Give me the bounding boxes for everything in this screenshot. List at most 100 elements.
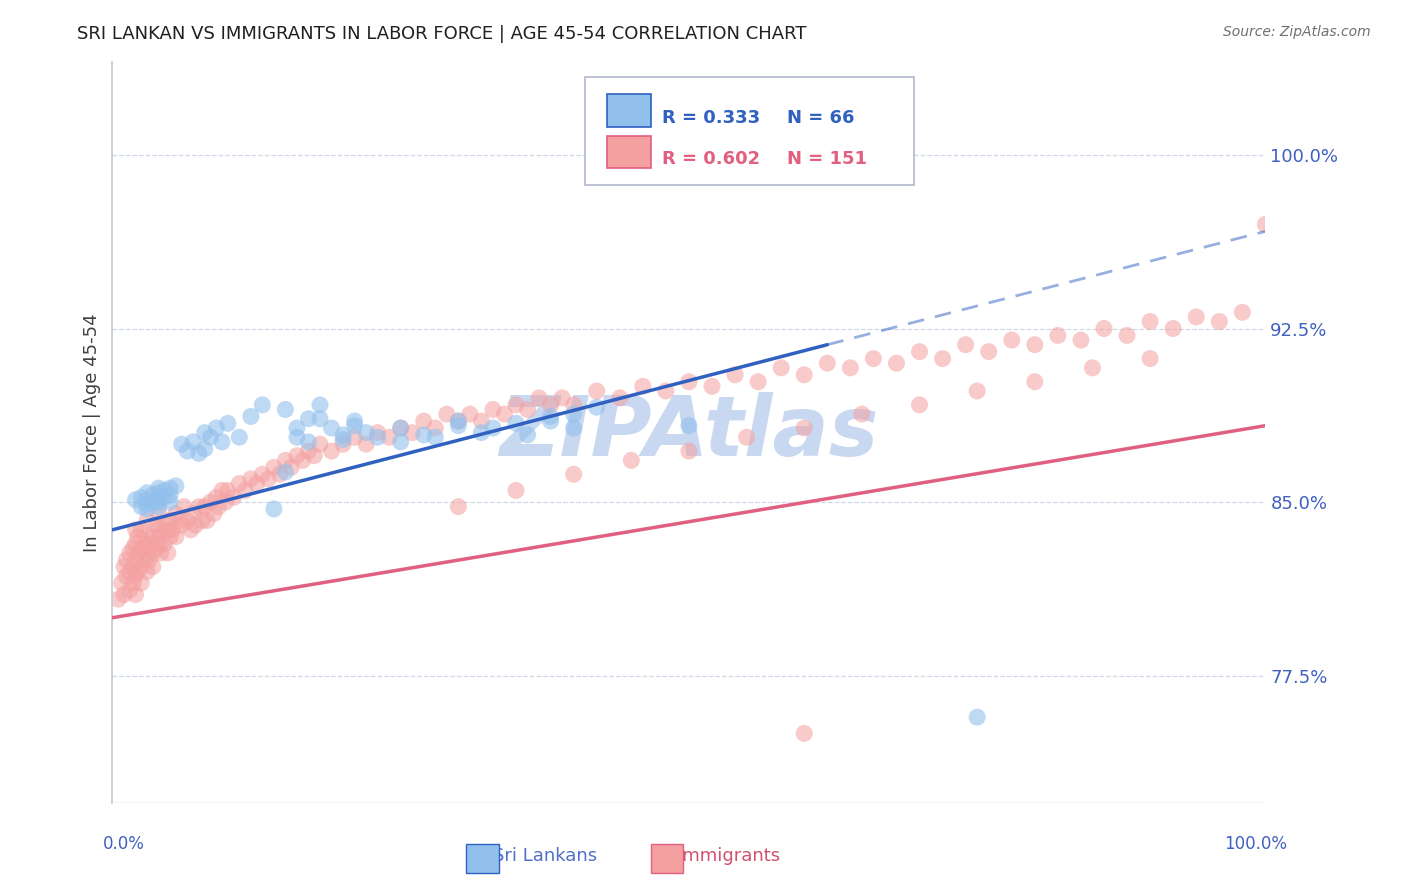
Point (354, 425, 377, 440)
Point (585, 400, 607, 414)
Point (332, 437, 354, 451)
Point (562, 407, 585, 421)
Point (343, 418, 366, 433)
Text: SRI LANKAN VS IMMIGRANTS IN LABOR FORCE | AGE 45-54 CORRELATION CHART: SRI LANKAN VS IMMIGRANTS IN LABOR FORCE … (77, 25, 807, 43)
Point (966, 384, 988, 398)
Point (127, 546, 149, 560)
Point (153, 483, 176, 498)
Point (252, 398, 274, 412)
Point (367, 430, 389, 444)
Point (194, 442, 217, 456)
Point (389, 434, 412, 449)
FancyBboxPatch shape (607, 94, 651, 127)
Point (793, 368, 815, 382)
Point (332, 433, 354, 447)
Point (129, 491, 153, 505)
Point (180, 523, 202, 537)
Point (153, 536, 176, 550)
Point (343, 414, 366, 428)
Point (148, 485, 170, 500)
Point (181, 507, 204, 521)
Point (129, 541, 153, 556)
Point (321, 444, 343, 458)
Point (165, 507, 187, 521)
Point (562, 467, 585, 482)
Point (285, 449, 308, 463)
Point (124, 536, 146, 550)
Point (165, 530, 187, 544)
Point (1092, 321, 1115, 335)
Text: N = 151: N = 151 (787, 150, 868, 168)
Point (124, 523, 146, 537)
Point (655, 384, 678, 398)
Point (321, 421, 343, 435)
Point (138, 553, 160, 567)
Point (886, 356, 908, 370)
Point (862, 351, 884, 366)
Point (678, 375, 700, 389)
Point (200, 430, 222, 444)
Point (620, 453, 643, 467)
Text: 0.0%: 0.0% (103, 835, 145, 853)
Point (153, 491, 176, 505)
Point (401, 425, 423, 440)
Point (527, 391, 550, 405)
Point (412, 428, 434, 442)
Point (233, 483, 256, 498)
Point (149, 530, 172, 544)
Point (246, 476, 269, 491)
Point (111, 576, 134, 591)
Point (851, 407, 873, 421)
Point (124, 569, 146, 583)
Point (134, 536, 156, 550)
Point (228, 430, 250, 444)
Point (142, 530, 165, 544)
Point (195, 514, 218, 528)
Text: Sri Lankans: Sri Lankans (492, 847, 598, 865)
Text: Immigrants: Immigrants (678, 847, 780, 865)
Point (700, 379, 723, 393)
Point (205, 491, 228, 505)
Point (678, 418, 700, 433)
Point (354, 437, 377, 451)
Point (217, 417, 239, 431)
Point (222, 491, 245, 505)
Point (482, 421, 505, 435)
Point (425, 430, 447, 444)
Point (343, 430, 366, 444)
Point (127, 530, 149, 544)
Point (122, 541, 145, 556)
Point (176, 444, 198, 458)
Text: ZIPAtlas: ZIPAtlas (499, 392, 879, 473)
Point (1116, 328, 1139, 343)
Point (191, 514, 214, 528)
Point (211, 434, 233, 449)
Point (142, 488, 165, 502)
Point (1254, 218, 1277, 232)
Point (252, 467, 274, 482)
Point (156, 546, 179, 560)
Point (194, 425, 217, 440)
Point (585, 384, 607, 398)
Point (309, 398, 332, 412)
Point (148, 481, 170, 495)
Point (332, 428, 354, 442)
Point (378, 430, 401, 444)
Point (966, 710, 988, 724)
Point (280, 460, 302, 475)
Point (184, 518, 207, 533)
Point (274, 402, 297, 417)
Text: 100.0%: 100.0% (1225, 835, 1286, 853)
Point (285, 421, 308, 435)
Point (274, 465, 297, 479)
Text: N = 66: N = 66 (787, 110, 855, 128)
Point (148, 536, 170, 550)
Point (1139, 351, 1161, 366)
Point (735, 430, 758, 444)
Point (309, 411, 332, 425)
Point (118, 565, 141, 579)
Point (129, 500, 153, 514)
FancyBboxPatch shape (467, 844, 499, 873)
Point (470, 414, 492, 428)
Point (562, 398, 585, 412)
